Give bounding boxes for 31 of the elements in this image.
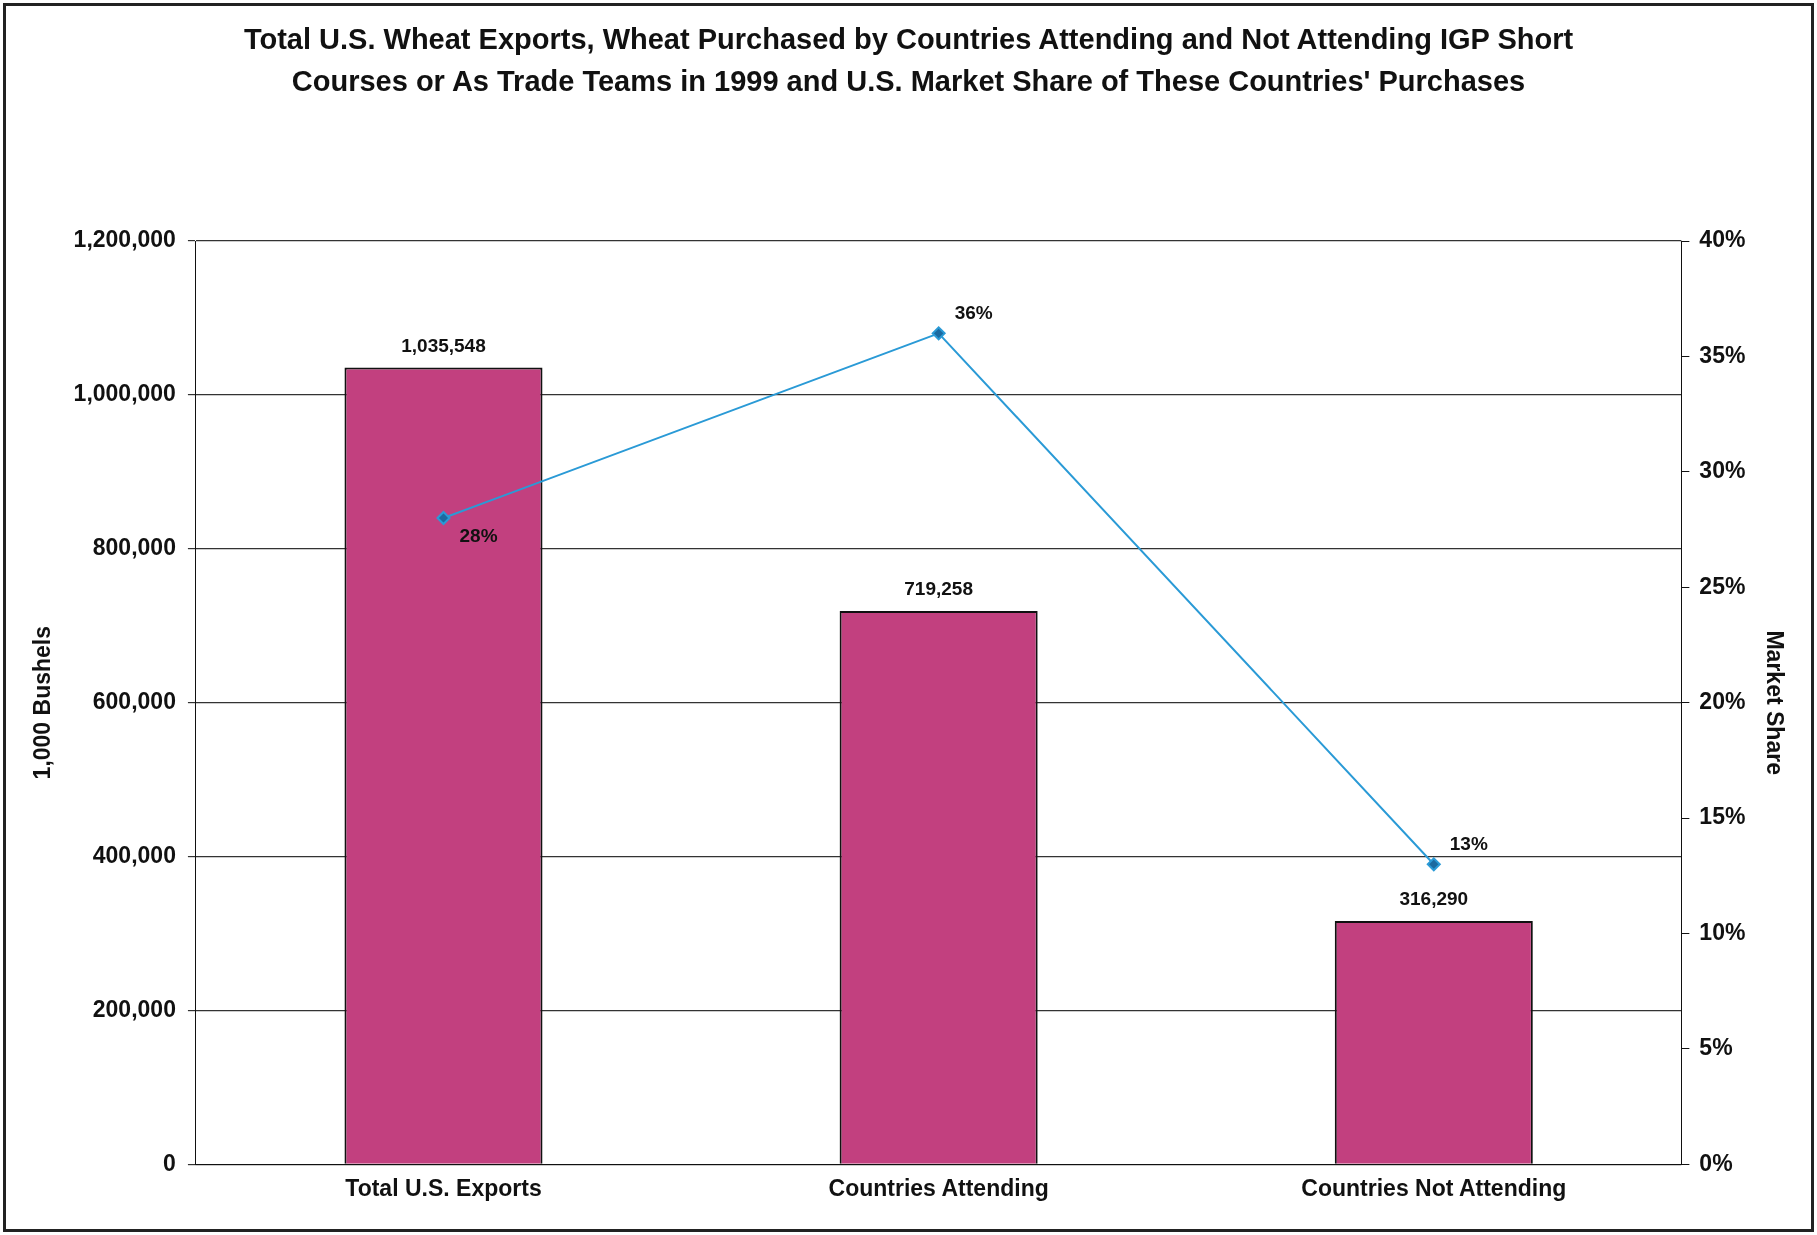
- y2-tick-label: 25%: [1699, 572, 1746, 599]
- y2-axis-title: Market Share: [1761, 630, 1788, 775]
- y-tick-label: 1,000,000: [73, 380, 176, 407]
- y2-tick-label: 10%: [1699, 918, 1746, 945]
- y-tick-label: 800,000: [92, 534, 176, 561]
- y-tick-label: 200,000: [92, 995, 176, 1022]
- y-tick-label: 1,200,000: [73, 226, 176, 253]
- point: [436, 511, 451, 526]
- y2-tick-label: 15%: [1699, 803, 1746, 830]
- data-label: 719,258: [904, 577, 973, 599]
- y2-tick-label: 40%: [1699, 226, 1746, 253]
- y-axis-title: 1,000 Bushels: [29, 625, 56, 780]
- x-tick-label: Countries Attending: [828, 1174, 1049, 1201]
- data-label: 316,290: [1399, 888, 1469, 910]
- y2-tick-label: 20%: [1699, 688, 1746, 715]
- y-tick-label: 400,000: [92, 841, 176, 868]
- data-label: 13%: [1449, 833, 1488, 855]
- data-label: 36%: [954, 302, 993, 324]
- y-tick-label: 0: [163, 1149, 176, 1176]
- y2-tick-label: 35%: [1699, 341, 1746, 368]
- data-label: 1,035,548: [401, 334, 486, 356]
- point: [931, 326, 946, 341]
- x-tick-label: Total U.S. Exports: [345, 1174, 542, 1201]
- data-label: 28%: [459, 525, 498, 547]
- x-tick-label: Countries Not Attending: [1301, 1174, 1567, 1201]
- y2-tick-label: 5%: [1699, 1034, 1733, 1061]
- y2-tick-label: 0%: [1699, 1149, 1733, 1176]
- y-tick-label: 600,000: [92, 688, 176, 715]
- chart-title: Total U.S. Wheat Exports, Wheat Purchased by Countries Attending and Not Attending IGP Short Courses or As Trade Teams in 1999 and U.S. Market Share of These Countries' Purchases: [242, 22, 1575, 99]
- y2-tick-label: 30%: [1699, 457, 1746, 484]
- point: [1426, 857, 1441, 872]
